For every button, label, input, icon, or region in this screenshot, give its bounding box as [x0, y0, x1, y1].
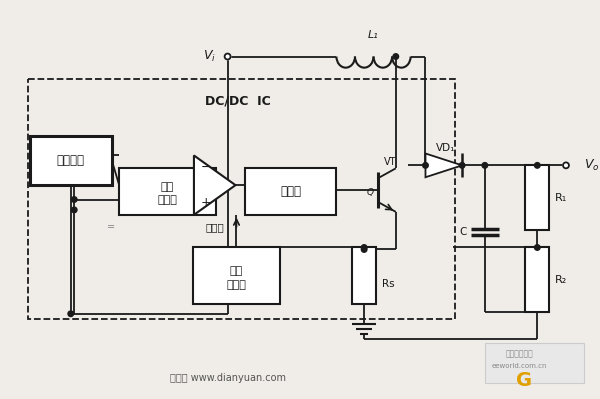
- Text: eeworld.com.cn: eeworld.com.cn: [492, 363, 547, 369]
- Text: R₂: R₂: [555, 275, 568, 284]
- Circle shape: [68, 311, 74, 316]
- Text: 放大器: 放大器: [157, 196, 177, 205]
- Text: 双稳态: 双稳态: [280, 185, 301, 198]
- Circle shape: [563, 162, 569, 168]
- Circle shape: [482, 162, 488, 168]
- Bar: [193, 247, 280, 304]
- Circle shape: [361, 247, 367, 252]
- Circle shape: [393, 54, 398, 59]
- Text: 电源网 www.dianyuan.com: 电源网 www.dianyuan.com: [170, 373, 286, 383]
- Text: $V_i$: $V_i$: [203, 49, 216, 64]
- Text: Rs: Rs: [382, 279, 395, 288]
- Bar: [245, 168, 337, 215]
- Text: 基准电压: 基准电压: [57, 154, 85, 167]
- Text: C: C: [460, 227, 467, 237]
- Text: Q: Q: [367, 188, 374, 197]
- Text: −: −: [201, 161, 211, 174]
- Circle shape: [71, 197, 77, 202]
- Bar: [526, 165, 549, 230]
- Circle shape: [423, 162, 428, 168]
- Bar: [526, 247, 549, 312]
- Text: $V_o$: $V_o$: [584, 158, 599, 173]
- Bar: [28, 79, 455, 319]
- Text: VT: VT: [384, 157, 397, 168]
- Polygon shape: [425, 154, 462, 177]
- Polygon shape: [194, 156, 235, 215]
- Bar: [352, 247, 376, 304]
- Text: +: +: [201, 196, 211, 209]
- Text: L₁: L₁: [368, 30, 379, 40]
- Text: 误差: 误差: [161, 182, 174, 192]
- Circle shape: [535, 162, 540, 168]
- Bar: [485, 344, 584, 383]
- Text: 比较器: 比较器: [205, 222, 224, 232]
- Text: G: G: [517, 371, 532, 389]
- Text: R₁: R₁: [555, 193, 568, 203]
- Text: DC/DC  IC: DC/DC IC: [205, 95, 271, 108]
- Circle shape: [224, 53, 230, 59]
- Text: =: =: [107, 222, 115, 232]
- Circle shape: [460, 162, 465, 168]
- Text: 振荡器: 振荡器: [227, 280, 247, 290]
- Circle shape: [71, 207, 77, 213]
- Circle shape: [535, 245, 540, 250]
- Text: 电子工程世界: 电子工程世界: [506, 349, 533, 358]
- Text: VD₁: VD₁: [436, 142, 455, 152]
- Circle shape: [361, 245, 367, 250]
- Text: 脉冲: 脉冲: [230, 266, 243, 276]
- Bar: [29, 136, 112, 185]
- Bar: [119, 168, 216, 215]
